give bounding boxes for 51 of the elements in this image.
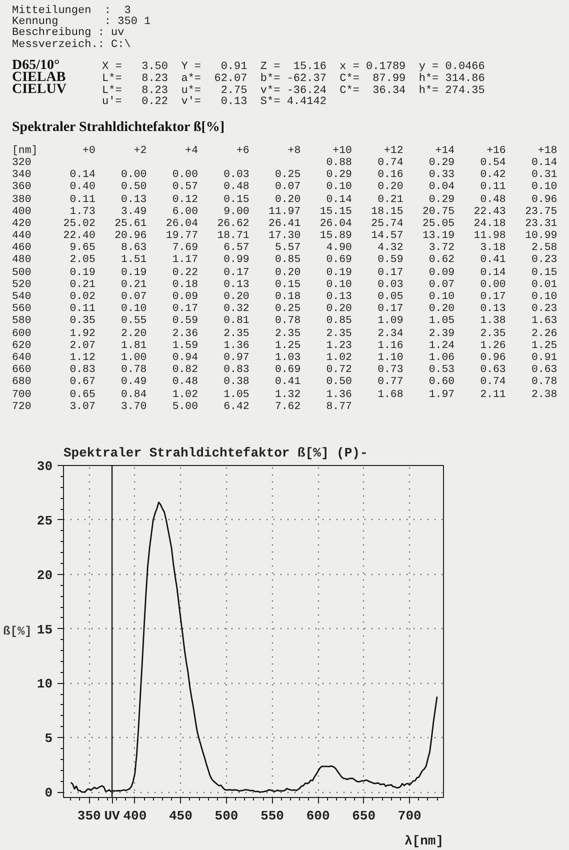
text: 680 0.67 0.49 0.48 0.38 0.41 0.50 0.77 0.60 0.74 0.78 (12, 376, 558, 388)
x-axis-title: λ[nm] (404, 834, 444, 848)
text: 500 0.19 0.19 0.22 0.17 0.20 0.19 0.17 0.09 0.14 0.15 (12, 266, 558, 279)
text: Messverzeich.: C:\ (12, 38, 131, 51)
text: [nm] +0 +2 +4 +6 +8 +10 +12 +14 +16 +18 (12, 144, 558, 157)
y-tick-label: 5 (44, 731, 53, 746)
text: 320 0.88 0.74 0.29 0.54 0.14 (12, 156, 558, 169)
y-tick-label: 25 (36, 513, 53, 528)
text: 540 0.02 0.07 0.09 0.20 0.18 0.13 0.05 0.10 0.17 0.10 (12, 291, 558, 303)
chart-title: Spektraler Strahldichtefaktor ß[%] (P)- (64, 446, 368, 460)
text: Beschreibung : uv (12, 27, 124, 40)
text: L*= 8.23 a*= 62.07 b*= -62.37 C*= 87.99 h*= 314.86 (102, 72, 485, 85)
y-tick-label: 15 (36, 622, 53, 638)
y-tick-label: 0 (44, 786, 53, 801)
y-tick-label: 10 (36, 676, 53, 692)
y-axis-title: ß[%] (3, 624, 32, 638)
text: 700 0.65 0.84 1.02 1.05 1.32 1.36 1.68 1.97 2.11 2.38 (12, 388, 558, 400)
x-tick-label: 350 (77, 808, 102, 824)
text: 660 0.83 0.78 0.82 0.83 0.69 0.72 0.73 0.53 0.63 0.63 (12, 364, 558, 376)
line-series (70, 502, 438, 793)
text: 720 3.07 3.70 5.00 6.42 7.62 8.77 (12, 400, 352, 413)
text: 360 0.40 0.50 0.57 0.48 0.07 0.10 0.20 0.04 0.11 0.10 (12, 181, 558, 194)
x-tick-label: UV (104, 808, 120, 824)
x-tick-label: 500 (214, 808, 238, 824)
x-tick-label: 600 (306, 808, 330, 824)
text: Kennung : 350 1 (12, 16, 151, 28)
text: 400 1.73 3.49 6.00 9.00 11.97 15.15 18.15 20.75 22.43 23.75 (12, 206, 558, 218)
text: 440 22.40 20.96 19.77 18.71 17.30 15.89 14.57 13.19 11.98 10.99 (12, 230, 558, 242)
x-tick-label: 700 (398, 808, 422, 824)
x-tick-label: 450 (169, 808, 193, 824)
text: 580 0.35 0.55 0.59 0.81 0.78 0.85 1.09 1.05 1.38 1.63 (12, 315, 558, 328)
text: 460 9.65 8.63 7.69 6.57 5.57 4.90 4.32 3.72 3.18 2.58 (12, 242, 558, 254)
text: L*= 8.23 u*= 2.75 v*= -36.24 C*= 36.34 h*= 274.35 (102, 84, 485, 97)
y-tick-label: 30 (36, 459, 53, 474)
text: 560 0.11 0.10 0.17 0.32 0.25 0.20 0.17 0.20 0.13 0.23 (12, 303, 558, 316)
text: Mitteilungen : 3 (12, 5, 131, 17)
text: X = 3.50 Y = 0.91 Z = 15.16 x = 0.1789 y = 0.0466 (102, 60, 485, 73)
text: 600 1.92 2.20 2.36 2.35 2.35 2.35 2.34 2.39 2.35 2.26 (12, 328, 558, 340)
y-tick-label: 20 (36, 568, 53, 583)
text: Spektraler Strahldichtefaktor ß[%] (12, 120, 225, 135)
text: 520 0.21 0.21 0.18 0.13 0.15 0.10 0.03 0.07 0.00 0.01 (12, 278, 558, 291)
text: u'= 0.22 v'= 0.13 S*= 4.4142 (102, 96, 326, 108)
x-tick-label: 550 (260, 808, 284, 824)
text: 640 1.12 1.00 0.94 0.97 1.03 1.02 1.10 1.06 0.96 0.91 (12, 352, 558, 364)
text: 340 0.14 0.00 0.00 0.03 0.25 0.29 0.16 0.33 0.42 0.31 (12, 169, 558, 182)
text: 380 0.11 0.13 0.12 0.15 0.20 0.14 0.21 0.29 0.48 0.96 (12, 194, 558, 206)
text: 480 2.05 1.51 1.17 0.99 0.85 0.69 0.59 0.62 0.41 0.23 (12, 254, 558, 266)
x-tick-label: 400 (123, 808, 147, 824)
text: 620 2.07 1.81 1.59 1.36 1.25 1.23 1.16 1.24 1.26 1.25 (12, 340, 558, 352)
text: 420 25.02 25.61 26.04 26.62 26.41 26.04 25.74 25.05 24.18 23.31 (12, 218, 558, 230)
x-tick-label: 650 (352, 808, 376, 824)
